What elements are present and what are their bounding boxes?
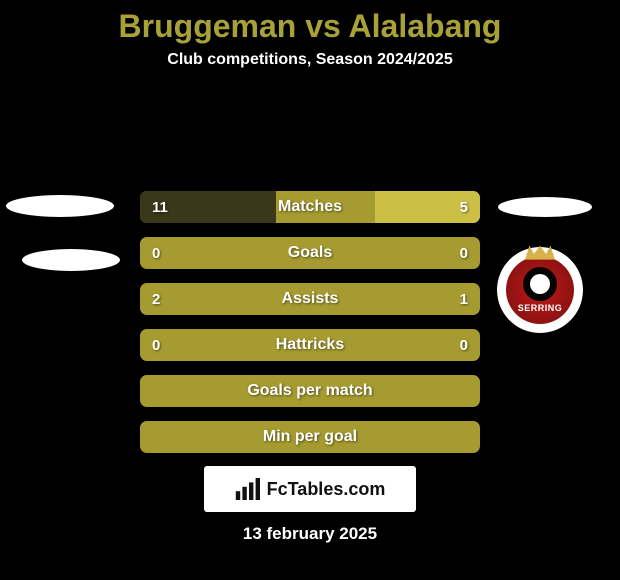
branding-text: FcTables.com <box>267 479 386 500</box>
stat-row: Assists2 1 <box>140 283 480 315</box>
stat-value-right: 5 <box>460 191 468 223</box>
stat-value-left: 11 <box>152 191 168 223</box>
stat-value-left: 0 <box>152 329 160 361</box>
side-ellipse <box>498 197 592 217</box>
stat-row: Min per goal <box>140 421 480 453</box>
stat-row: Goals0 0 <box>140 237 480 269</box>
stat-value-right: 0 <box>460 237 468 269</box>
stat-row: Hattricks0 0 <box>140 329 480 361</box>
bar-chart-icon <box>235 478 263 500</box>
stat-label: Goals <box>140 237 480 269</box>
stat-row: Matches11 5 <box>140 191 480 223</box>
side-ellipse <box>6 195 114 217</box>
stat-value-left: 0 <box>152 237 160 269</box>
stat-value-left: 2 <box>152 283 160 315</box>
date-text: 13 february 2025 <box>0 524 620 544</box>
stat-label: Assists <box>140 283 480 315</box>
stat-label: Hattricks <box>140 329 480 361</box>
branding-box: FcTables.com <box>204 466 416 512</box>
club-crest-right: SERRING <box>497 247 583 333</box>
stat-row: Goals per match <box>140 375 480 407</box>
page-title: Bruggeman vs Alalabang <box>0 0 620 45</box>
stat-label: Matches <box>140 191 480 223</box>
stat-value-right: 1 <box>460 283 468 315</box>
stat-label: Goals per match <box>140 375 480 407</box>
stat-value-right: 0 <box>460 329 468 361</box>
stat-label: Min per goal <box>140 421 480 453</box>
page-subtitle: Club competitions, Season 2024/2025 <box>0 51 620 69</box>
side-ellipse <box>22 249 120 271</box>
